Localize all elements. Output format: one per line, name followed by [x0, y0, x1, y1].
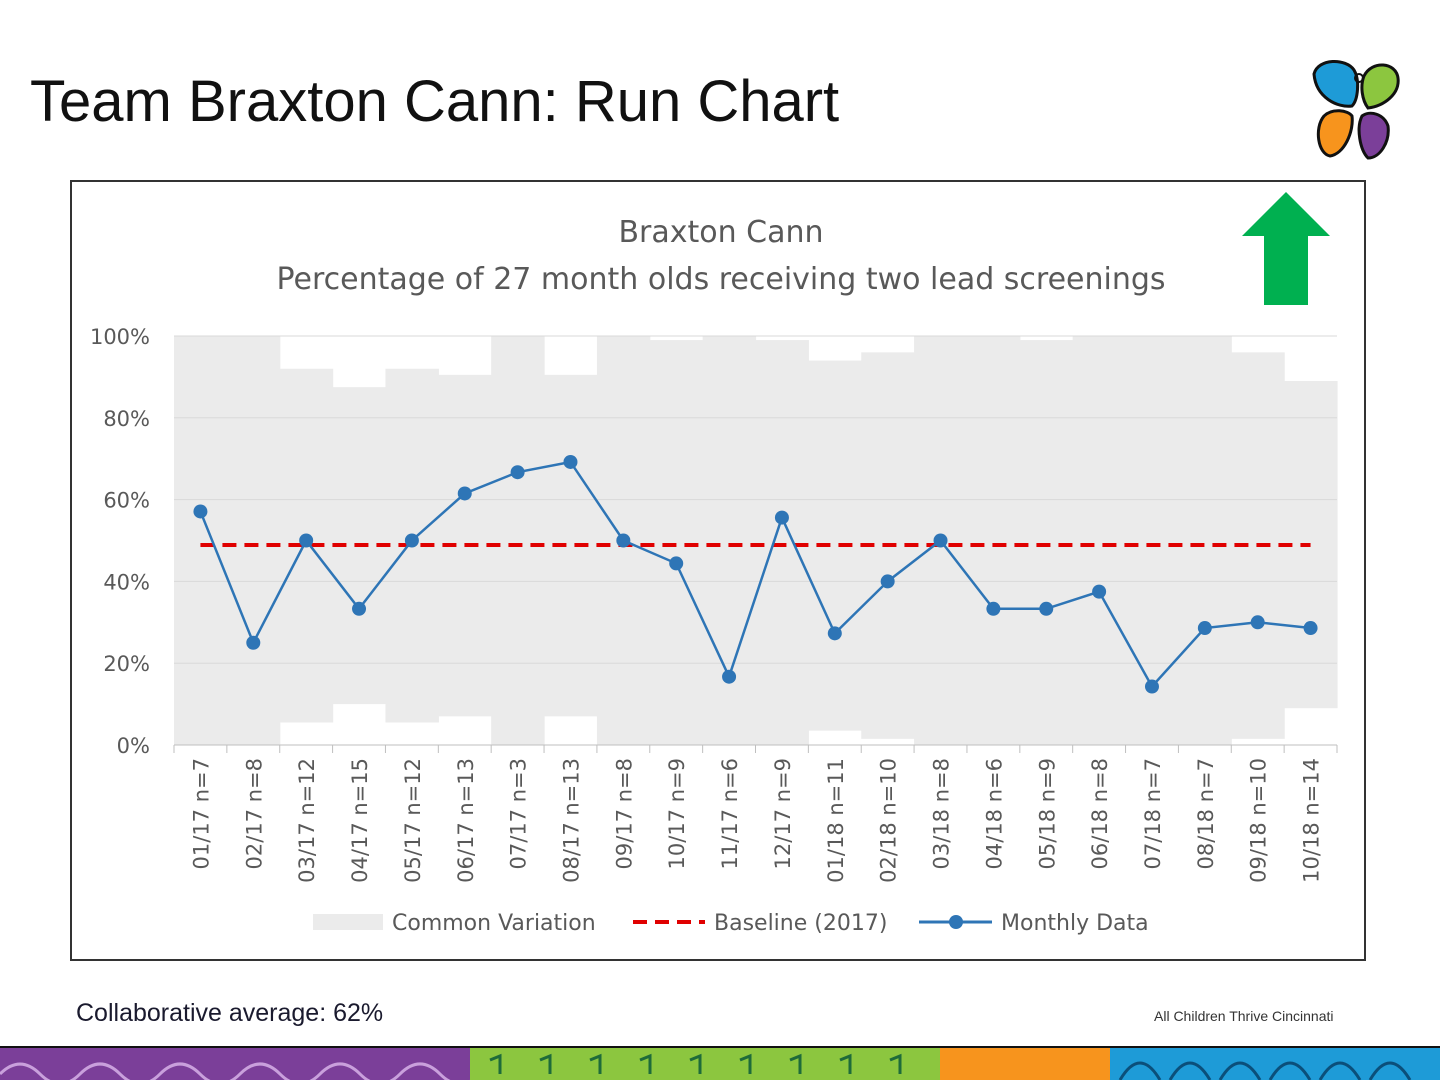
x-tick-label: 10/18 n=14: [1300, 758, 1324, 883]
x-tick-label: 10/17 n=9: [665, 758, 689, 869]
butterfly-logo-icon: [1312, 60, 1400, 160]
monthly-data-point: [986, 601, 1001, 616]
monthly-data-point: [352, 601, 367, 616]
x-tick-label: 09/17 n=8: [612, 758, 636, 869]
x-tick-label: 12/17 n=9: [771, 758, 795, 869]
monthly-data-point: [510, 465, 525, 480]
monthly-data-point: [722, 669, 737, 684]
x-tick-label: 03/17 n=12: [295, 758, 319, 883]
chart-frame: Braxton Cann Percentage of 27 month olds…: [70, 180, 1366, 961]
x-tick-label: 08/17 n=13: [559, 758, 583, 883]
x-tick-label: 07/17 n=3: [507, 758, 531, 869]
monthly-data-point: [404, 533, 419, 548]
monthly-data-point: [827, 626, 842, 641]
variation-band: [649, 340, 704, 745]
collaborative-average: Collaborative average: 62%: [76, 999, 384, 1027]
variation-band: [966, 336, 1021, 745]
x-tick-label: 05/17 n=12: [401, 758, 425, 883]
y-tick-label: 100%: [90, 325, 150, 349]
variation-band: [1019, 340, 1074, 745]
variation-band: [544, 374, 598, 717]
organization-name: All Children Thrive Cincinnati: [1154, 1008, 1334, 1024]
variation-band: [226, 336, 281, 745]
monthly-data-point: [616, 533, 631, 548]
monthly-data-point: [1092, 584, 1107, 599]
monthly-data-point: [563, 454, 578, 469]
chart-title: Braxton Cann: [618, 215, 823, 250]
variation-band: [1178, 336, 1232, 745]
variation-band: [1072, 336, 1127, 745]
x-tick-label: 04/18 n=6: [982, 758, 1006, 869]
legend-swatch-monthly-marker: [949, 915, 963, 929]
variation-band: [174, 336, 228, 745]
x-tick-label: 06/17 n=13: [454, 758, 478, 883]
monthly-data-point: [669, 556, 684, 571]
x-tick-label: 02/18 n=10: [877, 758, 901, 883]
x-tick-label: 03/18 n=8: [930, 758, 954, 869]
up-arrow-icon: [1242, 192, 1330, 305]
monthly-data-point: [1039, 601, 1054, 616]
y-tick-label: 0%: [117, 734, 150, 758]
x-tick-label: 01/18 n=11: [824, 758, 848, 883]
x-tick-label: 07/18 n=7: [1141, 758, 1165, 869]
monthly-data-line: [199, 460, 1311, 689]
monthly-data-point: [246, 635, 261, 650]
page-title: Team Braxton Cann: Run Chart: [30, 69, 840, 134]
x-tick-label: 11/17 n=6: [718, 758, 742, 869]
monthly-data-point: [299, 533, 314, 548]
monthly-data-point: [193, 504, 208, 519]
legend-label-common-variation: Common Variation: [392, 911, 596, 936]
monthly-data-point: [1303, 621, 1318, 636]
x-tick-label: 08/18 n=7: [1194, 758, 1218, 869]
monthly-data-point: [1144, 679, 1159, 694]
variation-band: [1284, 380, 1338, 709]
y-tick-label: 20%: [103, 652, 150, 676]
monthly-data-point: [1250, 615, 1265, 630]
monthly-data-point: [1197, 621, 1212, 636]
x-tick-label: 06/18 n=8: [1088, 758, 1112, 869]
y-tick-label: 40%: [103, 570, 150, 594]
x-tick-label: 04/17 n=15: [348, 758, 372, 883]
decorative-footer-band: [0, 1046, 1440, 1080]
variation-band: [491, 336, 545, 745]
legend-label-baseline: Baseline (2017): [714, 911, 887, 936]
monthly-data-point: [457, 486, 472, 501]
variation-band: [755, 340, 809, 745]
chart-subtitle: Percentage of 27 month olds receiving tw…: [276, 262, 1165, 297]
monthly-data-point: [933, 533, 948, 548]
variation-band: [808, 360, 862, 731]
variation-band: [1125, 336, 1180, 745]
legend-swatch-common-variation: [313, 914, 383, 930]
legend-label-monthly-data: Monthly Data: [1001, 911, 1149, 936]
x-tick-label: 01/17 n=7: [189, 758, 213, 869]
monthly-data-point: [880, 574, 895, 589]
x-tick-label: 05/18 n=9: [1035, 758, 1059, 869]
monthly-data-point: [774, 510, 789, 525]
x-tick-label: 02/17 n=8: [242, 758, 266, 869]
y-tick-label: 60%: [103, 489, 150, 513]
x-tick-label: 09/18 n=10: [1247, 758, 1271, 883]
y-tick-label: 80%: [103, 407, 150, 431]
run-chart: Braxton Cann Percentage of 27 month olds…: [90, 192, 1338, 936]
